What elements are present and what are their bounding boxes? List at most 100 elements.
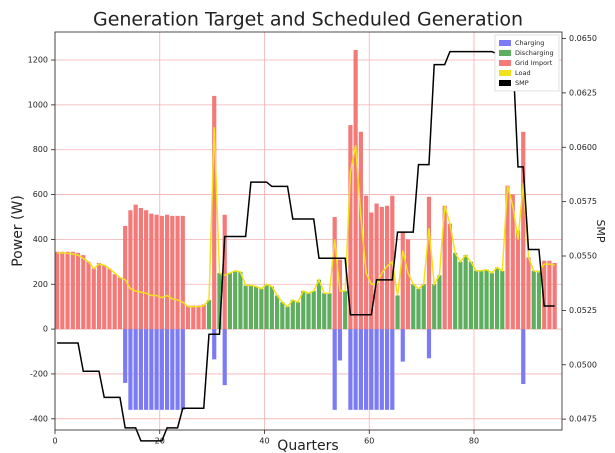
legend-swatch: [499, 40, 511, 46]
bar: [426, 196, 432, 330]
bar: [212, 95, 217, 330]
y2-tick-label: 0.0475: [569, 415, 597, 424]
bar: [238, 271, 243, 330]
bar: [458, 261, 463, 330]
bar: [55, 251, 60, 330]
legend-label: Load: [515, 69, 531, 77]
bar: [128, 329, 133, 410]
bar: [123, 225, 128, 330]
y2-tick-label: 0.0650: [569, 34, 597, 43]
bar: [164, 214, 170, 330]
y-tick-label: 200: [33, 280, 48, 289]
legend-swatch: [499, 70, 511, 76]
bar: [107, 268, 112, 330]
bar: [70, 251, 75, 330]
bar: [81, 255, 86, 330]
bar: [274, 295, 280, 330]
bar: [75, 252, 81, 330]
bar: [285, 306, 290, 330]
x-tick-label: 80: [469, 437, 479, 446]
bar: [400, 329, 405, 362]
bar: [332, 329, 337, 410]
bar: [364, 195, 369, 330]
bar: [123, 329, 128, 383]
bar: [432, 284, 437, 330]
bar: [196, 305, 201, 330]
y2-tick-label: 0.0525: [569, 306, 597, 315]
bar: [243, 285, 248, 330]
bar: [154, 329, 159, 410]
y2-tick-label: 0.0600: [569, 143, 597, 152]
bar: [552, 262, 557, 330]
legend-swatch: [499, 60, 511, 66]
bar: [337, 329, 343, 361]
y2-tick-label: 0.0500: [569, 360, 597, 369]
bar: [337, 259, 343, 330]
bar: [332, 216, 337, 330]
bar: [311, 290, 316, 330]
bar: [494, 267, 500, 330]
bar: [421, 284, 426, 330]
legend: Charging Discharging Grid Import Load SMP: [494, 34, 560, 92]
chart-title: Generation Target and Scheduled Generati…: [93, 9, 523, 31]
bar: [133, 329, 138, 410]
bar: [133, 204, 138, 330]
legend-label: Grid Import: [515, 59, 553, 67]
legend-swatch: [499, 80, 511, 86]
bar: [353, 49, 358, 330]
bar: [280, 302, 285, 330]
bar: [379, 329, 384, 410]
bar: [212, 329, 217, 360]
bar: [390, 329, 395, 410]
bar: [358, 329, 363, 410]
bar: [484, 269, 489, 330]
y-tick-label: -200: [30, 369, 48, 378]
bar: [547, 260, 552, 330]
bar: [138, 329, 143, 410]
bar: [306, 293, 311, 330]
line: [57, 50, 555, 442]
y2-tick-label: 0.0575: [569, 197, 597, 206]
y-tick-label: 1000: [28, 100, 48, 109]
bar: [447, 223, 453, 330]
bar: [526, 257, 531, 330]
bar: [185, 305, 191, 330]
y-tick-label: -400: [30, 414, 48, 423]
y2-axis-label: SMP: [594, 219, 607, 242]
bar: [531, 270, 536, 330]
bar: [248, 285, 253, 330]
bar: [295, 302, 301, 330]
bar: [259, 288, 264, 330]
bar: [379, 206, 384, 330]
legend-label: Discharging: [515, 49, 554, 57]
bar: [463, 255, 468, 330]
bar: [515, 230, 521, 330]
bar: [233, 270, 238, 330]
bar: [264, 284, 269, 330]
bar: [269, 286, 274, 330]
bar: [369, 329, 374, 410]
bar: [453, 252, 458, 330]
bar: [144, 329, 149, 410]
bar: [217, 273, 222, 330]
y-tick-label: 0: [43, 325, 48, 334]
bar: [170, 329, 175, 410]
bar: [348, 125, 353, 330]
bar: [164, 329, 170, 410]
bar: [489, 273, 494, 330]
x-tick-label: 0: [52, 437, 57, 446]
bar: [180, 329, 185, 410]
x-tick-label: 60: [364, 437, 374, 446]
y-tick-label: 400: [33, 235, 48, 244]
line: [57, 127, 555, 308]
bar: [364, 329, 369, 410]
bar: [159, 215, 164, 330]
bar: [474, 270, 479, 330]
bar: [536, 270, 542, 330]
bar: [374, 203, 379, 330]
bar: [343, 290, 348, 330]
bar: [222, 214, 227, 330]
bar: [353, 329, 358, 410]
bar: [510, 194, 515, 330]
